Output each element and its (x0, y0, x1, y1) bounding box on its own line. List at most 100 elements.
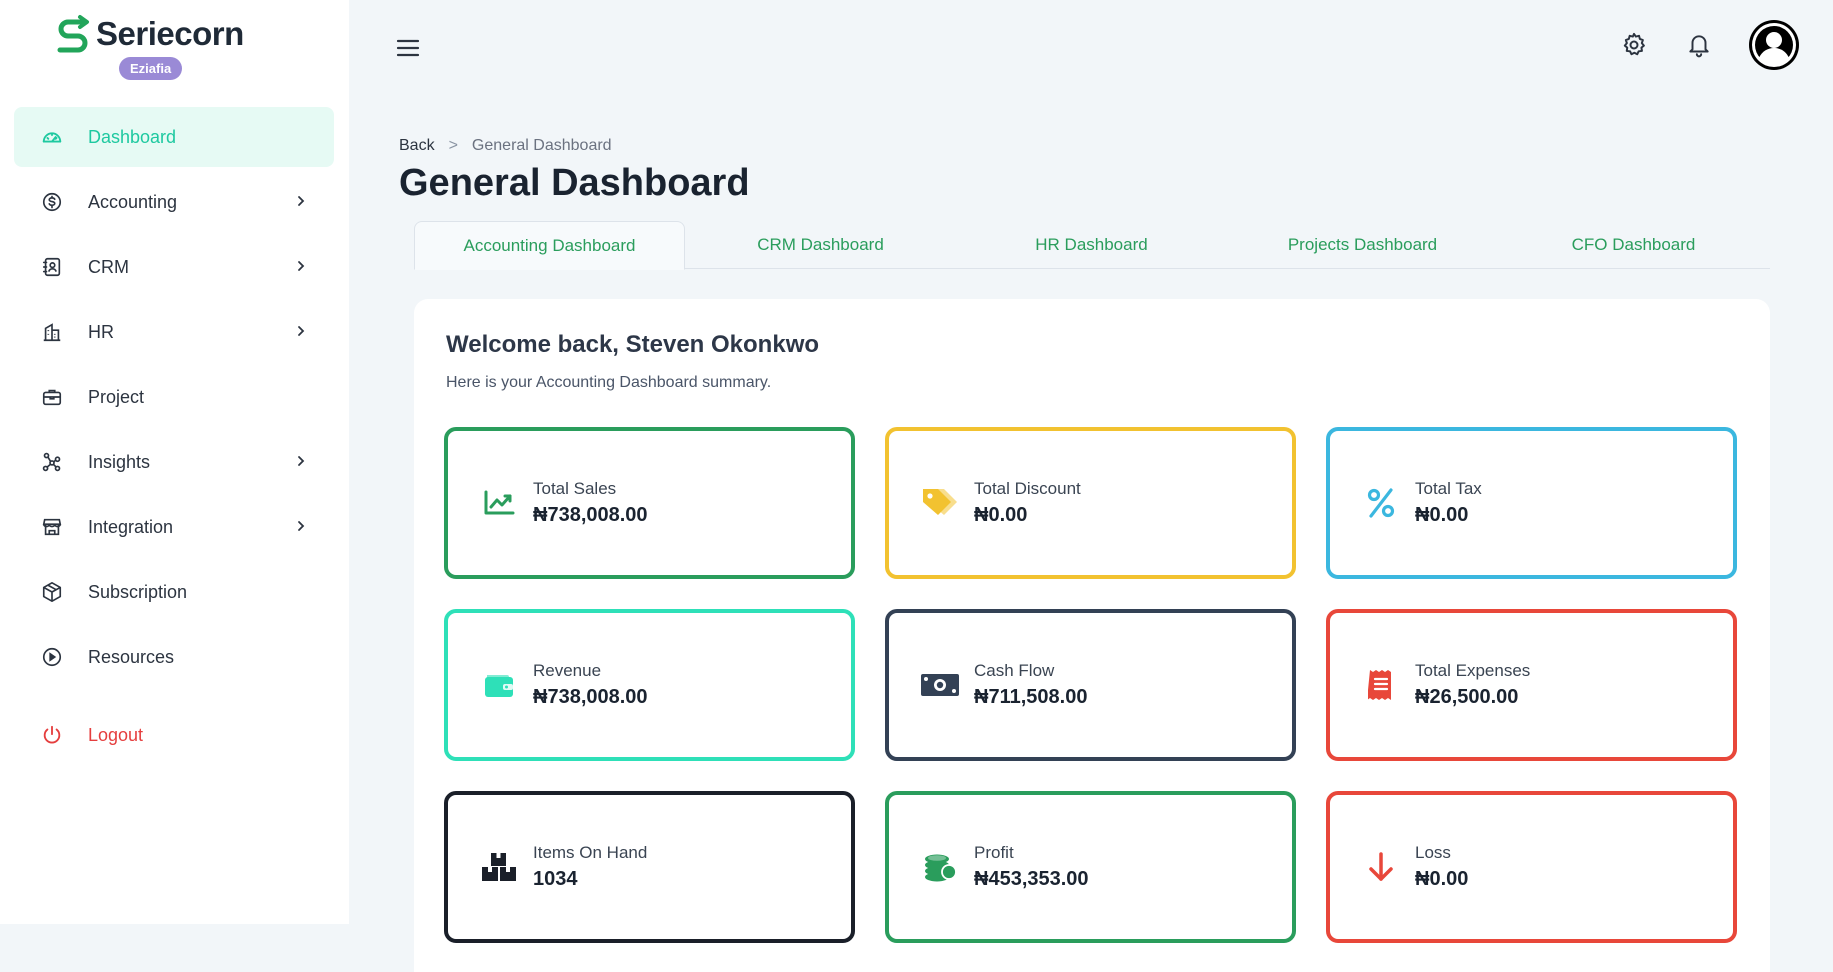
coins-icon (920, 847, 960, 887)
sidebar-item-label: HR (88, 321, 114, 342)
stat-value: ₦0.00 (974, 504, 1028, 526)
stat-label: Cash Flow (974, 661, 1055, 680)
power-icon (40, 723, 64, 747)
stat-label: Total Tax (1415, 479, 1482, 498)
stat-value: ₦738,008.00 (533, 686, 648, 708)
tab-cfo-dashboard[interactable]: CFO Dashboard (1571, 235, 1696, 254)
sidebar-item-crm[interactable]: CRM (14, 237, 334, 297)
gear-icon (1623, 32, 1645, 56)
sidebar-item-label: Insights (88, 451, 151, 472)
arrow-down-icon (1361, 847, 1401, 887)
sidebar-item-label: Accounting (88, 191, 178, 212)
stat-card-profit[interactable]: Profit ₦453,353.00 (885, 791, 1296, 943)
chevron-right-icon (298, 456, 305, 466)
stat-value: ₦0.00 (1415, 868, 1469, 890)
sidebar-item-subscription[interactable]: Subscription (14, 562, 334, 622)
sidebar-item-label: Dashboard (88, 126, 177, 147)
avatar[interactable] (1749, 20, 1799, 70)
bell-icon (1689, 35, 1709, 58)
brand-logo[interactable]: Seriecorn (54, 14, 244, 54)
sidebar-item-integration[interactable]: Integration (14, 497, 334, 557)
seriecorn-logo-icon (57, 15, 89, 53)
percent-icon (1361, 483, 1401, 523)
stat-card-total-discount[interactable]: Total Discount ₦0.00 (885, 427, 1296, 579)
package-icon (40, 580, 64, 604)
logout-label: Logout (88, 724, 144, 745)
breadcrumb-back-link[interactable]: Back (399, 137, 435, 154)
sidebar-item-label: Subscription (88, 581, 188, 602)
stat-card-total-expenses[interactable]: Total Expenses ₦26,500.00 (1326, 609, 1737, 761)
tab-crm-dashboard[interactable]: CRM Dashboard (757, 235, 884, 254)
stat-value: ₦26,500.00 (1415, 686, 1519, 708)
sidebar: Seriecorn Eziafia Dashboard Accounting C… (0, 0, 349, 924)
top-actions (1619, 20, 1799, 70)
contacts-icon (40, 255, 64, 279)
sidebar-item-label: Integration (88, 516, 174, 537)
chevron-right-icon (298, 196, 305, 206)
tab-hr-dashboard[interactable]: HR Dashboard (1035, 235, 1148, 254)
building-icon (40, 320, 64, 344)
breadcrumb: Back > General Dashboard (399, 137, 612, 155)
menu-toggle-button[interactable] (396, 36, 420, 60)
stat-label: Revenue (533, 661, 602, 680)
breadcrumb-current: General Dashboard (471, 137, 612, 154)
stat-label: Loss (1415, 843, 1451, 862)
wallet-icon (479, 665, 519, 705)
stat-value: ₦0.00 (1415, 504, 1469, 526)
notifications-button[interactable] (1684, 30, 1714, 60)
chevron-right-icon: > (448, 137, 458, 154)
sidebar-item-hr[interactable]: HR (14, 302, 334, 362)
tab-projects-dashboard[interactable]: Projects Dashboard (1287, 235, 1438, 254)
store-icon (40, 515, 64, 539)
hamburger-icon (396, 39, 420, 57)
chevron-right-icon (298, 261, 305, 271)
chevron-right-icon (298, 521, 305, 531)
sidebar-nav: Dashboard Accounting CRM HR (14, 107, 334, 770)
sidebar-item-insights[interactable]: Insights (14, 432, 334, 492)
sidebar-item-project[interactable]: Project (14, 367, 334, 427)
welcome-subtitle: Here is your Accounting Dashboard summar… (446, 374, 772, 391)
briefcase-icon (40, 385, 64, 409)
stat-label: Total Discount (974, 479, 1081, 498)
stat-label: Items On Hand (533, 843, 648, 862)
stat-card-total-sales[interactable]: Total Sales ₦738,008.00 (444, 427, 855, 579)
sidebar-item-resources[interactable]: Resources (14, 627, 334, 687)
play-circle-icon (40, 645, 64, 669)
tag-icon (920, 483, 960, 523)
stat-value: 1034 (533, 868, 578, 890)
stat-label: Total Sales (533, 479, 617, 498)
network-icon (40, 450, 64, 474)
stat-value: ₦453,353.00 (974, 868, 1089, 890)
settings-button[interactable] (1619, 30, 1649, 60)
banknote-icon (920, 665, 960, 705)
tab-accounting-dashboard[interactable]: Accounting Dashboard (414, 221, 685, 270)
sidebar-item-label: CRM (88, 256, 129, 277)
sidebar-item-label: Resources (88, 646, 175, 667)
stat-card-total-tax[interactable]: Total Tax ₦0.00 (1326, 427, 1737, 579)
user-icon (1752, 23, 1796, 67)
sidebar-item-logout[interactable]: Logout (14, 705, 334, 765)
stat-card-revenue[interactable]: Revenue ₦738,008.00 (444, 609, 855, 761)
trend-chart-icon (479, 483, 519, 523)
stat-card-items-on-hand[interactable]: Items On Hand 1034 (444, 791, 855, 943)
stat-label: Total Expenses (1415, 661, 1531, 680)
org-badge: Eziafia (119, 57, 183, 80)
receipt-icon (1361, 665, 1401, 705)
stat-card-cash-flow[interactable]: Cash Flow ₦711,508.00 (885, 609, 1296, 761)
gauge-icon (40, 125, 64, 149)
dollar-circle-icon (40, 190, 64, 214)
brand-name: Seriecorn (96, 15, 244, 52)
boxes-icon (479, 847, 519, 887)
stat-value: ₦711,508.00 (974, 686, 1088, 708)
stat-card-loss[interactable]: Loss ₦0.00 (1326, 791, 1737, 943)
chevron-right-icon (298, 326, 305, 336)
stat-label: Profit (974, 843, 1014, 862)
sidebar-item-dashboard[interactable]: Dashboard (14, 107, 334, 167)
sidebar-item-accounting[interactable]: Accounting (14, 172, 334, 232)
summary-card: Welcome back, Steven Okonkwo Here is you… (414, 299, 1770, 972)
sidebar-item-label: Project (88, 386, 145, 407)
dashboard-tabs: Accounting Dashboard CRM Dashboard HR Da… (414, 221, 1770, 270)
welcome-title: Welcome back, Steven Okonkwo (446, 331, 820, 358)
stat-value: ₦738,008.00 (533, 504, 648, 526)
page-title: General Dashboard (399, 162, 750, 204)
